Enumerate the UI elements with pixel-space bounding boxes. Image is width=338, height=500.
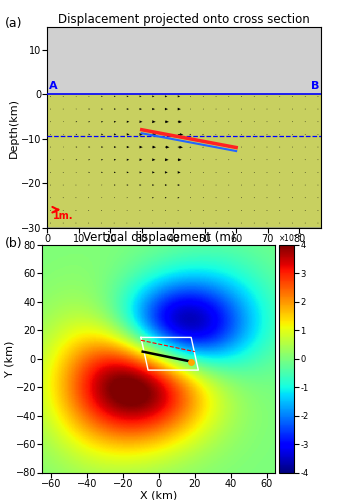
Text: (b): (b) [5, 238, 23, 250]
Text: A: A [49, 80, 57, 90]
Text: B: B [311, 80, 319, 90]
Title: Vertical displacement (m): Vertical displacement (m) [82, 231, 235, 244]
Text: 1m.: 1m. [53, 210, 73, 220]
Text: (a): (a) [5, 18, 23, 30]
X-axis label: X (km): X (km) [140, 490, 177, 500]
Title: Displacement projected onto cross section: Displacement projected onto cross sectio… [58, 14, 310, 26]
Text: $\times\!10^{-2}$: $\times\!10^{-2}$ [278, 232, 302, 244]
Y-axis label: Depth(km): Depth(km) [9, 98, 19, 158]
Y-axis label: Y (km): Y (km) [4, 340, 14, 377]
X-axis label: Distance(km): Distance(km) [147, 245, 222, 255]
